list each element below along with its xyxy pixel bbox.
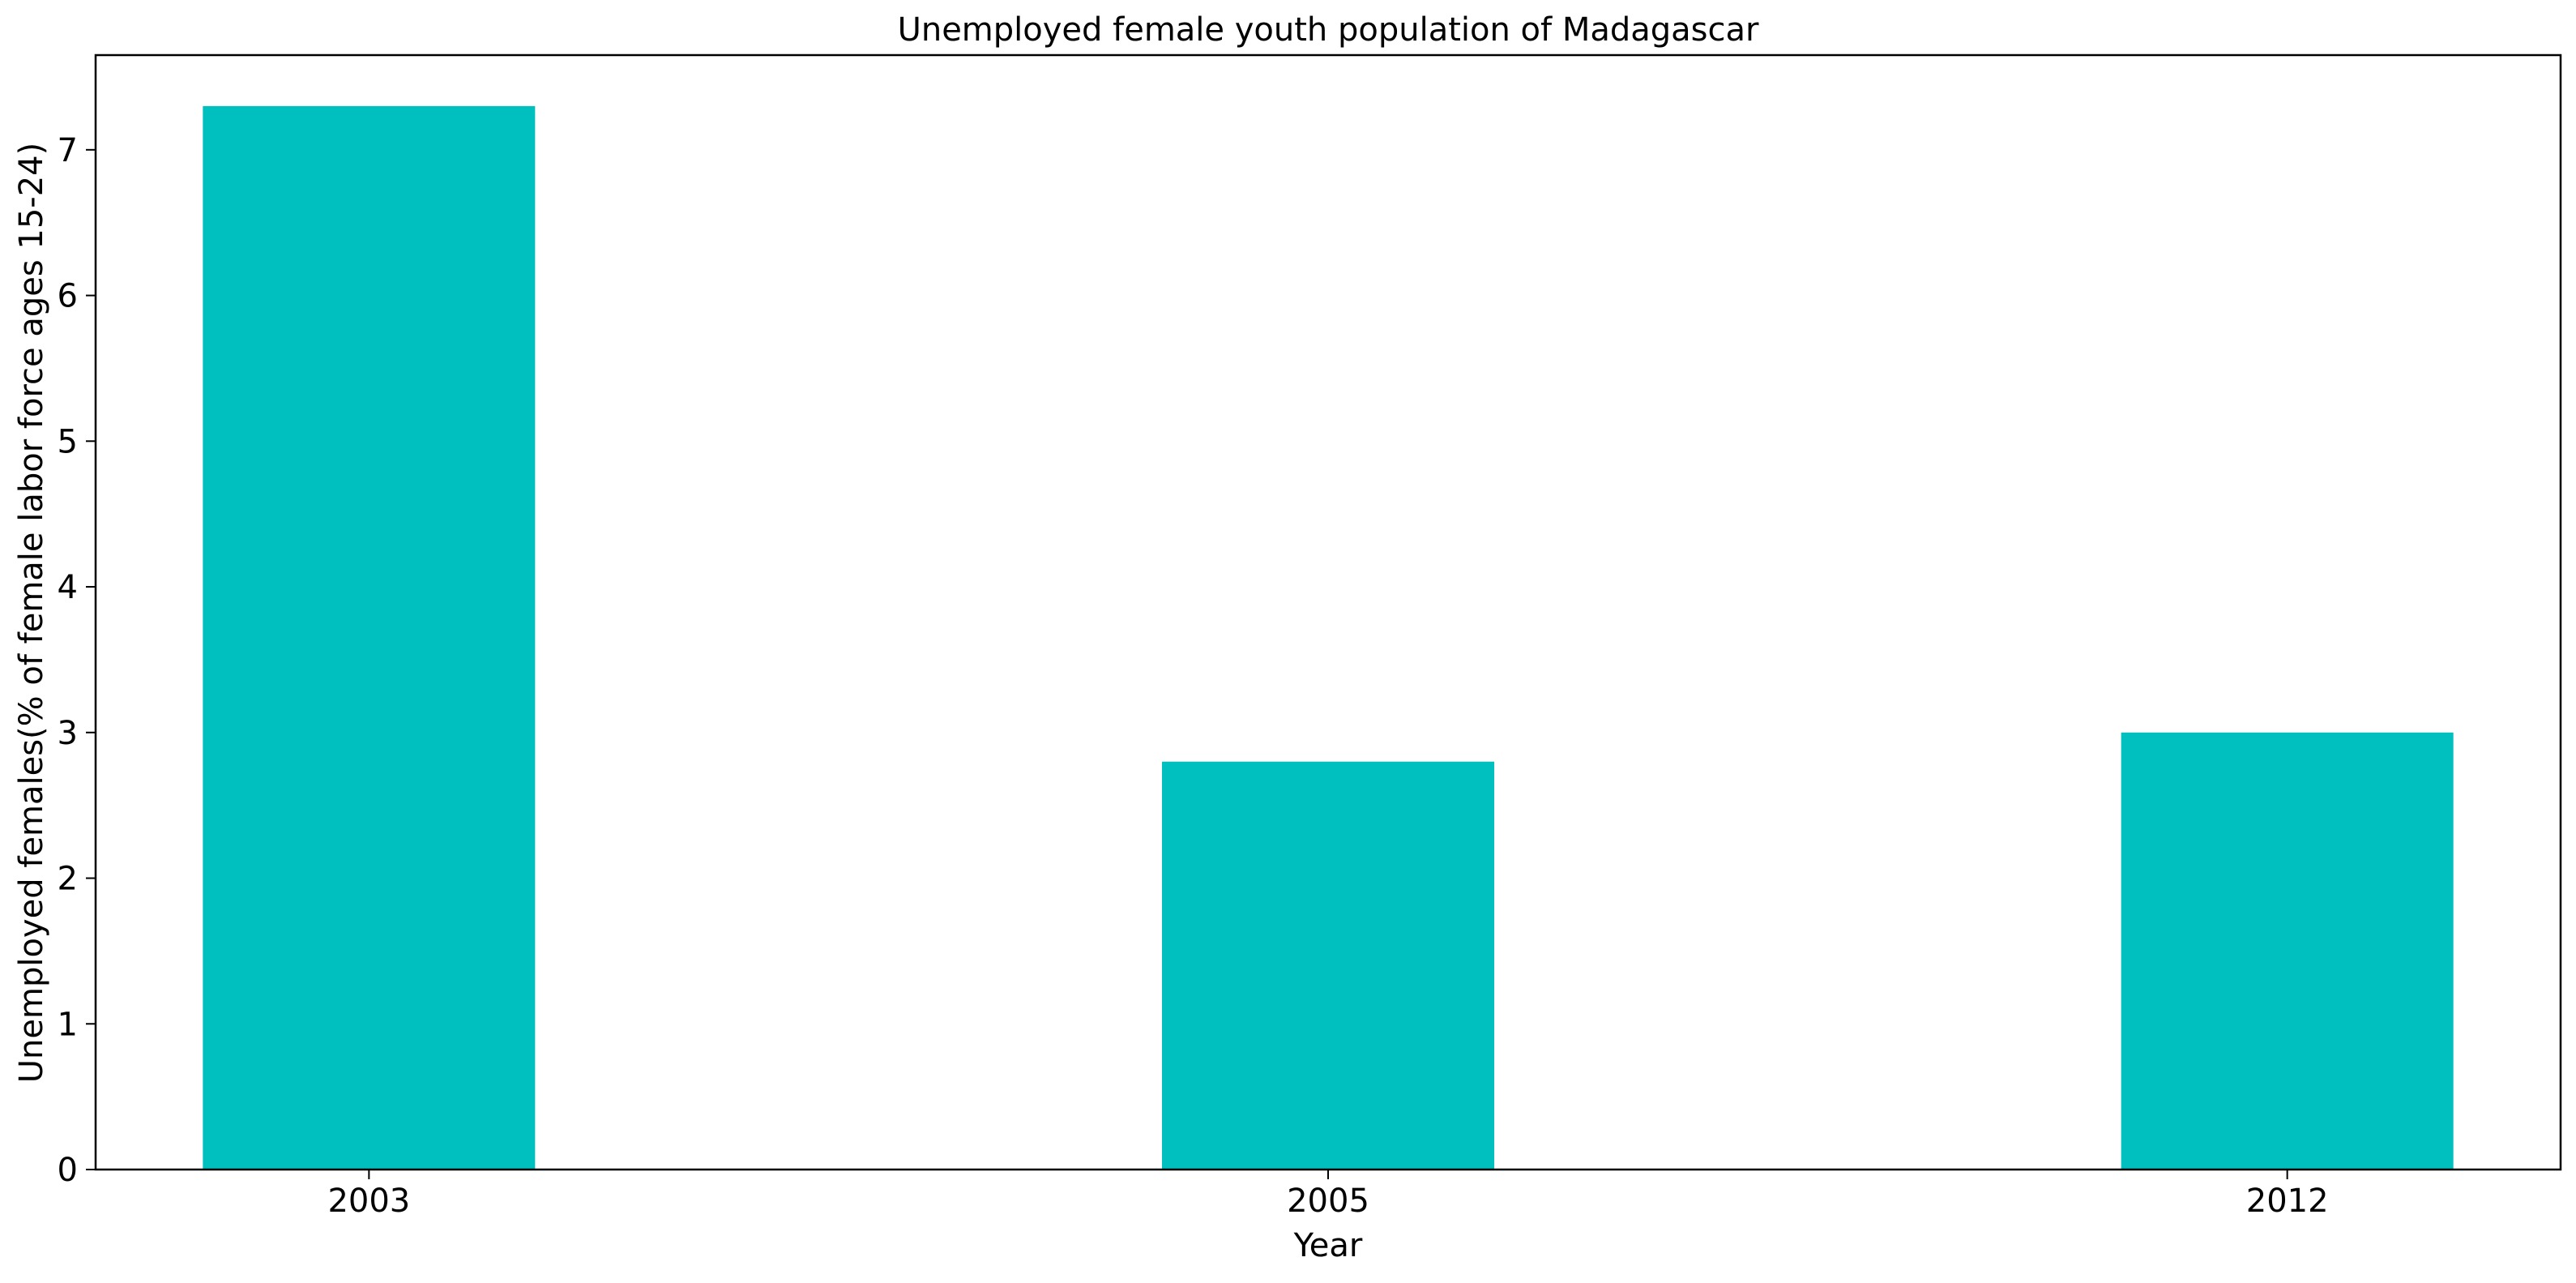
chart-title: Unemployed female youth population of Ma… [898, 11, 1759, 49]
y-tick-label: 0 [58, 1152, 78, 1189]
x-tick-label: 2005 [1287, 1182, 1369, 1220]
y-tick-label: 4 [58, 569, 78, 606]
bars-layer [203, 105, 2454, 1170]
x-tick-label: 2003 [327, 1182, 410, 1220]
y-tick-label: 5 [58, 423, 78, 460]
y-tick-label: 7 [58, 132, 78, 169]
plot-frame [94, 53, 2562, 1171]
y-tick-label: 2 [58, 861, 78, 898]
bar-2005 [1162, 761, 1494, 1170]
y-tick-label: 3 [58, 715, 78, 752]
x-tick-label: 2012 [2246, 1182, 2329, 1220]
y-tick-label: 1 [58, 1006, 78, 1043]
y-axis: 0 1 2 3 4 5 6 7 [58, 132, 96, 1189]
y-axis-label: Unemployed females(% of female labor for… [13, 143, 50, 1084]
x-axis: 2003 2005 2012 [327, 1170, 2329, 1220]
bar-2012 [2121, 732, 2454, 1170]
x-axis-label: Year [1293, 1227, 1363, 1264]
y-tick-label: 6 [58, 278, 78, 315]
bar-2003 [203, 105, 536, 1170]
